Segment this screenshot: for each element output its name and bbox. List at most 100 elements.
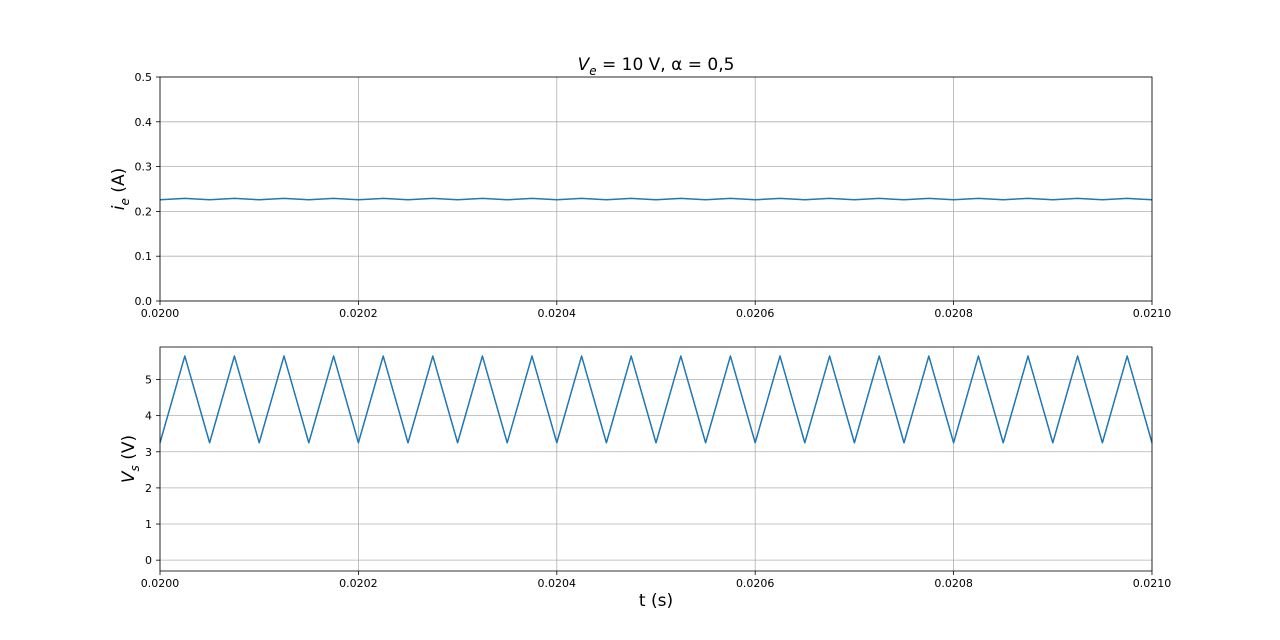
data-point bbox=[903, 199, 905, 201]
y-tick-label: 0 bbox=[145, 554, 152, 567]
data-point bbox=[705, 442, 707, 444]
data-point bbox=[1077, 355, 1079, 357]
y-tick-label: 0.2 bbox=[135, 205, 153, 218]
data-point bbox=[457, 442, 459, 444]
data-point bbox=[878, 355, 880, 357]
chart-title: Ve = 10 V, α = 0,5 bbox=[578, 55, 735, 78]
subplot-output-voltage: 0.0200 0.0202 0.0204 0.0206 0.0208 0.0210 0 1 2 3… bbox=[119, 346, 1172, 611]
series-line bbox=[159, 197, 1153, 201]
y-tick-label: 1 bbox=[145, 518, 152, 531]
y-tick-label: 2 bbox=[145, 482, 152, 495]
data-point bbox=[606, 199, 608, 201]
data-point bbox=[928, 198, 930, 200]
data-point bbox=[854, 199, 856, 201]
data-point bbox=[382, 355, 384, 357]
data-point bbox=[655, 442, 657, 444]
data-point bbox=[854, 442, 856, 444]
data-point bbox=[829, 198, 831, 200]
y-tick-label: 0.3 bbox=[135, 161, 153, 174]
data-point bbox=[506, 442, 508, 444]
data-point bbox=[407, 442, 409, 444]
data-point bbox=[432, 355, 434, 357]
data-point bbox=[1052, 199, 1054, 201]
data-point bbox=[184, 198, 186, 200]
x-tick-label: 0.0210 bbox=[1133, 577, 1172, 590]
data-point bbox=[283, 355, 285, 357]
data-point bbox=[1002, 199, 1004, 201]
data-point bbox=[630, 198, 632, 200]
x-axis-label: t (s) bbox=[639, 591, 673, 611]
data-point bbox=[234, 198, 236, 200]
data-point bbox=[680, 198, 682, 200]
x-tick-label: 0.0200 bbox=[141, 577, 180, 590]
data-point bbox=[333, 198, 335, 200]
data-point bbox=[358, 199, 360, 201]
data-point bbox=[209, 442, 211, 444]
data-point bbox=[432, 198, 434, 200]
data-point bbox=[556, 442, 558, 444]
data-point bbox=[829, 355, 831, 357]
data-point bbox=[234, 355, 236, 357]
data-point bbox=[581, 198, 583, 200]
data-point bbox=[258, 199, 260, 201]
y-axis-label: ie (A) bbox=[109, 168, 132, 210]
data-point bbox=[804, 442, 806, 444]
axes-frame bbox=[159, 76, 1153, 302]
y-tick-label: 0.1 bbox=[135, 250, 153, 263]
data-point bbox=[382, 198, 384, 200]
subplot-input-current: 0.0200 0.0202 0.0204 0.0206 0.0208 0.0210 0.0 0… bbox=[109, 71, 1171, 320]
data-point bbox=[1126, 198, 1128, 200]
data-point bbox=[482, 355, 484, 357]
x-tick-label: 0.0200 bbox=[141, 307, 180, 320]
data-point bbox=[506, 199, 508, 201]
data-point bbox=[283, 198, 285, 200]
data-point bbox=[730, 355, 732, 357]
x-tick-label: 0.0204 bbox=[538, 307, 577, 320]
data-point bbox=[630, 355, 632, 357]
y-tick-label: 3 bbox=[145, 446, 152, 459]
data-point bbox=[705, 199, 707, 201]
data-point bbox=[928, 355, 930, 357]
data-point bbox=[754, 199, 756, 201]
data-point bbox=[606, 442, 608, 444]
data-point bbox=[680, 355, 682, 357]
data-point bbox=[953, 199, 955, 201]
data-point bbox=[953, 442, 955, 444]
data-point bbox=[754, 442, 756, 444]
x-tick-label: 0.0210 bbox=[1133, 307, 1172, 320]
axes-frame bbox=[159, 346, 1153, 572]
data-point bbox=[878, 198, 880, 200]
x-tick-label: 0.0204 bbox=[538, 577, 577, 590]
data-point bbox=[556, 199, 558, 201]
data-point bbox=[903, 442, 905, 444]
data-point bbox=[333, 355, 335, 357]
data-point bbox=[978, 355, 980, 357]
data-point bbox=[779, 198, 781, 200]
x-tick-label: 0.0206 bbox=[736, 577, 775, 590]
data-point bbox=[1077, 198, 1079, 200]
y-tick-label: 0.0 bbox=[135, 295, 153, 308]
y-tick-label: 0.4 bbox=[135, 116, 153, 129]
data-point bbox=[730, 198, 732, 200]
data-point bbox=[1027, 198, 1029, 200]
series-line bbox=[159, 355, 1153, 444]
x-tick-label: 0.0202 bbox=[339, 577, 378, 590]
x-tick-label: 0.0208 bbox=[934, 307, 973, 320]
data-point bbox=[655, 199, 657, 201]
y-tick-label: 4 bbox=[145, 410, 152, 423]
data-point bbox=[358, 442, 360, 444]
y-tick-label: 5 bbox=[145, 374, 152, 387]
data-point bbox=[1126, 355, 1128, 357]
data-point bbox=[779, 355, 781, 357]
data-point bbox=[457, 199, 459, 201]
data-point bbox=[308, 442, 310, 444]
y-axis-label: Vs (V) bbox=[119, 435, 142, 483]
data-point bbox=[407, 199, 409, 201]
data-point bbox=[308, 199, 310, 201]
data-point bbox=[1052, 442, 1054, 444]
x-tick-label: 0.0208 bbox=[934, 577, 973, 590]
data-point bbox=[581, 355, 583, 357]
data-point bbox=[184, 355, 186, 357]
